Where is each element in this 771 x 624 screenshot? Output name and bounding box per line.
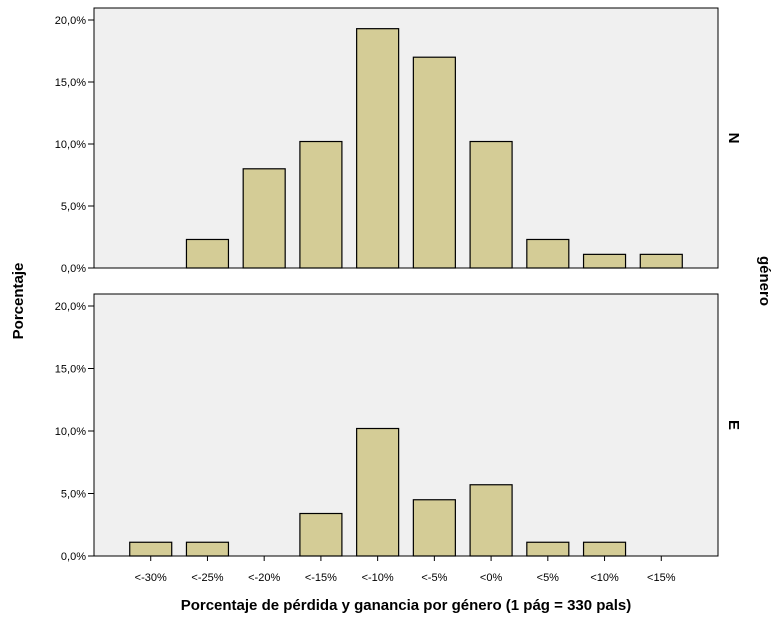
y-tick-label: 20,0% (55, 301, 86, 313)
bar (412, 56, 456, 269)
panel-E: 0,0% 5,0% 10,0% 15,0% 20,0% E (55, 293, 742, 563)
x-tick-label: <5% (537, 572, 560, 584)
y-axis-title: Porcentaje (10, 263, 27, 340)
y-tick-label: 15,0% (55, 364, 86, 376)
bar (526, 238, 570, 269)
x-axis: <-30% <-25% <-20% <-15% <-10% <-5% <0% <5% <10% <… (135, 556, 676, 584)
bar (469, 484, 513, 557)
bar (526, 541, 570, 557)
x-tick-label: <-5% (421, 572, 447, 584)
bar (299, 140, 343, 269)
x-tick-label: <-15% (305, 572, 337, 584)
bar (469, 140, 513, 269)
panel-background (93, 7, 719, 269)
x-tick-label: <0% (480, 572, 503, 584)
x-tick-label: <15% (647, 572, 676, 584)
panel-label: E (725, 420, 742, 430)
x-tick-label: <10% (590, 572, 619, 584)
y-tick-label: 5,0% (61, 489, 86, 501)
panel-background (93, 293, 719, 557)
bar (242, 168, 286, 269)
y-tick-label: 20,0% (55, 15, 86, 27)
y-tick-label: 10,0% (55, 139, 86, 151)
facet-axis-title: género (756, 256, 771, 306)
panels-layer: 0,0% 5,0% 10,0% 15,0% 20,0% N 0,0% 5,0% 10,0% 15,… (55, 7, 742, 584)
y-tick-label: 0,0% (61, 263, 86, 275)
bar (185, 238, 230, 269)
y-tick-label: 0,0% (61, 551, 86, 563)
x-axis-title: Porcentaje de pérdida y ganancia por gén… (181, 597, 632, 614)
x-tick-label: <-25% (191, 572, 223, 584)
y-tick-label: 10,0% (55, 426, 86, 438)
bar (356, 28, 400, 269)
bar (299, 512, 343, 557)
bar (412, 499, 456, 557)
y-tick-label: 15,0% (55, 77, 86, 89)
y-tick-label: 5,0% (61, 201, 86, 213)
panel-label: N (725, 133, 742, 144)
bar (582, 253, 627, 269)
panel-N: 0,0% 5,0% 10,0% 15,0% 20,0% N (55, 7, 742, 275)
bar (582, 541, 627, 557)
x-tick-label: <-20% (248, 572, 280, 584)
x-tick-label: <-10% (362, 572, 394, 584)
bar (639, 253, 683, 269)
bar (356, 427, 400, 557)
bar (185, 541, 230, 557)
bar (129, 541, 173, 557)
x-tick-label: <-30% (135, 572, 167, 584)
